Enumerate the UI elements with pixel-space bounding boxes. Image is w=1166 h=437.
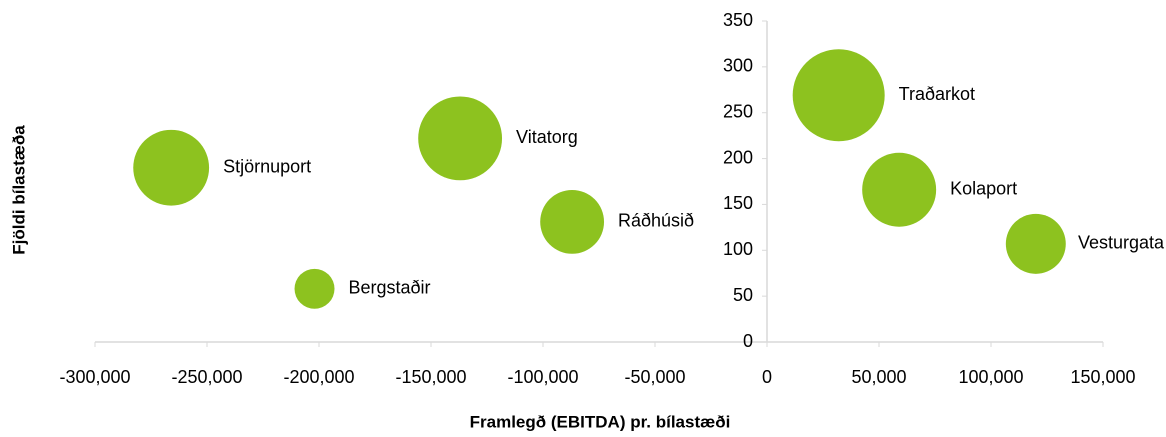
y-tick-label: 0	[743, 331, 753, 351]
data-label: Traðarkot	[899, 84, 975, 104]
y-tick-label: 100	[723, 239, 753, 259]
bubble	[1005, 213, 1066, 274]
bubble	[418, 96, 503, 181]
bubble	[862, 152, 937, 227]
bubble	[792, 49, 885, 142]
x-tick-label: 150,000	[1070, 367, 1135, 387]
y-tick-label: 150	[723, 193, 753, 213]
data-label: Bergstaðir	[349, 278, 431, 298]
y-tick-label: 350	[723, 10, 753, 30]
x-axis-title: Framlegð (EBITDA) pr. bílastæði	[470, 412, 731, 431]
bubble	[294, 268, 335, 309]
x-tick-label: -150,000	[395, 367, 466, 387]
data-label: Stjörnuport	[223, 156, 311, 176]
y-axis-title: Fjöldi bílastæða	[9, 125, 28, 255]
y-tick-label: 50	[733, 285, 753, 305]
y-tick-label: 200	[723, 147, 753, 167]
x-tick-label: 100,000	[958, 367, 1023, 387]
data-label: Vitatorg	[516, 127, 578, 147]
x-tick-label: -200,000	[283, 367, 354, 387]
data-label: Kolaport	[950, 179, 1017, 199]
x-tick-label: 50,000	[851, 367, 906, 387]
x-tick-label: -100,000	[507, 367, 578, 387]
data-label: Vesturgata	[1078, 233, 1165, 253]
bubble	[540, 189, 605, 254]
x-tick-label: 0	[762, 367, 772, 387]
data-label: Ráðhúsið	[618, 211, 694, 231]
x-tick-label: -300,000	[59, 367, 130, 387]
x-tick-label: -250,000	[171, 367, 242, 387]
y-tick-label: 250	[723, 101, 753, 121]
x-tick-label: -50,000	[624, 367, 685, 387]
bubble	[133, 129, 210, 206]
y-tick-label: 300	[723, 56, 753, 76]
